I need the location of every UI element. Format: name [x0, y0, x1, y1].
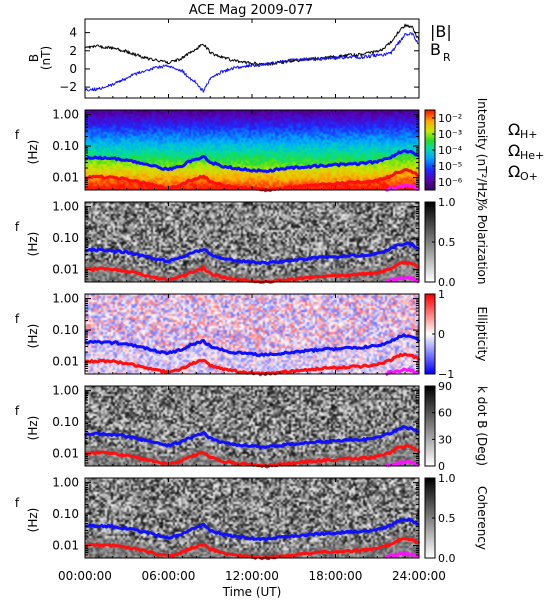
cbar-tick-label: 10⁻⁴	[438, 144, 463, 157]
f-y-tick-label: 1.00	[52, 292, 79, 306]
coherency-omega-h-line	[84, 517, 420, 542]
intensity-colorbar	[425, 110, 435, 190]
f-axis-label: f	[15, 404, 20, 418]
legend-b-r: B	[430, 40, 441, 59]
kdotb-colorbar	[425, 386, 435, 466]
cbar-tick-label: 10⁻²	[438, 112, 462, 125]
cbar-tick-label: 0	[438, 328, 445, 341]
legend-gyro-subscript: He+	[520, 149, 544, 162]
b-y-tick-label: 2	[69, 44, 77, 58]
kdotb-omega-h-line	[83, 425, 420, 449]
cbar-tick-label: 1.0	[438, 472, 456, 485]
f-y-tick-label: 1.00	[52, 476, 79, 490]
f-axis-label: f	[15, 496, 20, 510]
f-y-tick-label: 0.10	[52, 139, 79, 153]
polarization-spectrogram	[85, 202, 419, 282]
b-y-tick-label: −2	[59, 80, 77, 94]
cbar-tick-label: 90	[438, 380, 452, 393]
f-axis-unit: (Hz)	[26, 508, 40, 533]
ellipticity-omega-h-line	[84, 333, 421, 358]
kdotb-spectrogram	[85, 386, 419, 466]
intensity-omega-o-line	[385, 183, 420, 192]
b-y-tick-label: 4	[69, 26, 77, 40]
coherency-spectrogram	[85, 478, 419, 558]
x-tick-label: 24:00:00	[392, 569, 446, 583]
axes	[84, 18, 436, 559]
cbar-tick-label: 0.5	[438, 512, 456, 525]
kdotb-cbar-label: k dot B (Deg)	[475, 386, 489, 466]
legend-gyro-symbol: Ω	[508, 120, 520, 139]
f-y-tick-label: 0.01	[52, 446, 79, 460]
legend-gyro-subscript: O+	[520, 170, 538, 183]
spectrogram-images	[85, 110, 435, 558]
f-axis-unit: (Hz)	[26, 416, 40, 441]
b-total-line	[84, 23, 420, 66]
ellipticity-omega-o-line	[385, 367, 420, 376]
polarization-omega-h-line	[84, 241, 420, 266]
b-r-line	[84, 32, 420, 93]
ellipticity-spectrogram	[85, 294, 419, 374]
cbar-tick-label: 60	[438, 407, 452, 420]
legend-gyro-symbol: Ω	[508, 141, 520, 160]
x-axis-label: Time (UT)	[222, 585, 282, 599]
b-y-axis-unit: (nT)	[39, 46, 53, 70]
cbar-tick-label: 10⁻³	[438, 128, 462, 141]
legend-b-total: |B|	[430, 22, 452, 41]
intensity-spectrogram	[85, 110, 419, 190]
cbar-tick-label: 1.0	[438, 196, 456, 209]
coherency-cbar-label: Coherency	[475, 486, 489, 550]
coherency-omega-o-line	[384, 551, 420, 559]
f-y-tick-label: 0.01	[52, 538, 79, 552]
cbar-tick-label: 10⁻⁵	[438, 160, 462, 173]
f-axis-unit: (Hz)	[26, 324, 40, 349]
f-y-tick-label: 0.01	[52, 354, 79, 368]
x-tick-label: 12:00:00	[225, 569, 279, 583]
f-axis-unit: (Hz)	[26, 140, 40, 165]
ellipticity-colorbar	[425, 294, 435, 374]
f-y-tick-label: 0.10	[52, 415, 79, 429]
f-y-tick-label: 0.01	[52, 170, 79, 184]
f-y-tick-label: 0.01	[52, 262, 79, 276]
f-axis-label: f	[15, 220, 20, 234]
labels: 420−2B(nT)|B|B R1.000.100.01f(Hz)10⁻²10⁻³…	[15, 22, 544, 599]
figure-title: ACE Mag 2009-077	[189, 3, 313, 18]
cbar-tick-label: 0	[438, 460, 445, 473]
legend-gyro-symbol: Ω	[508, 162, 520, 181]
ellipticity-cbar-label: Ellipticity	[475, 307, 489, 362]
cbar-tick-label: 0.0	[438, 552, 456, 565]
x-tick-label: 06:00:00	[142, 569, 196, 583]
cbar-tick-label: 30	[438, 433, 452, 446]
cbar-tick-label: 0.0	[438, 276, 456, 289]
cbar-tick-label: 10⁻⁶	[438, 176, 463, 189]
coherency-colorbar	[425, 478, 435, 558]
polarization-omega-o-line	[385, 275, 420, 284]
f-y-tick-label: 0.10	[52, 507, 79, 521]
f-y-tick-label: 1.00	[52, 108, 79, 122]
f-y-tick-label: 1.00	[52, 384, 79, 398]
legend-b-r-subscript: R	[443, 51, 451, 64]
f-y-tick-label: 1.00	[52, 200, 79, 214]
kdotb-colorbar-frame	[424, 385, 436, 467]
cbar-tick-label: 1	[438, 288, 445, 301]
intensity-cbar-label: Intensity (nT²/Hz)	[475, 98, 489, 203]
f-y-tick-label: 0.10	[52, 323, 79, 337]
x-tick-label: 00:00:00	[58, 569, 112, 583]
b-y-axis-label: B	[27, 54, 41, 62]
polarization-cbar-label: % Polarization	[475, 200, 489, 285]
cbar-tick-label: −1	[438, 368, 454, 381]
b-y-tick-label: 0	[69, 62, 77, 76]
f-axis-label: f	[15, 128, 20, 142]
f-axis-unit: (Hz)	[26, 232, 40, 257]
intensity-omega-h-line	[84, 149, 420, 174]
f-y-tick-label: 0.10	[52, 231, 79, 245]
cbar-tick-label: 0.5	[438, 236, 456, 249]
legend-gyro-subscript: H+	[520, 128, 538, 141]
x-tick-label: 18:00:00	[309, 569, 363, 583]
f-axis-label: f	[15, 312, 20, 326]
b-field-panel-frame	[84, 18, 420, 99]
polarization-colorbar	[425, 202, 435, 282]
